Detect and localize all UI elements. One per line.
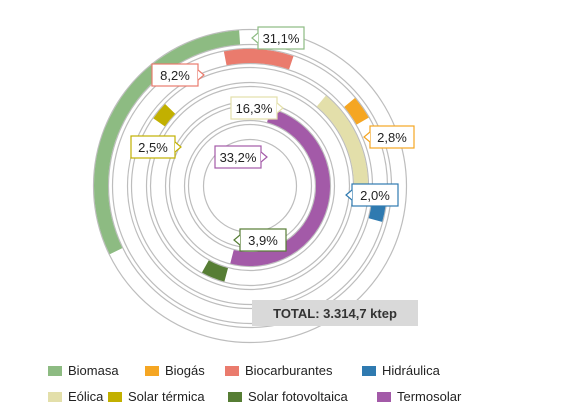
legend-label: Hidráulica — [382, 363, 441, 378]
arc-solar-fotovoltaica — [201, 260, 229, 282]
callout-pointer — [197, 69, 205, 81]
callout-value: 16,3% — [236, 101, 273, 116]
arc-termosolar — [230, 108, 330, 266]
callout-pointer — [174, 141, 182, 153]
callout-biogás: 2,8% — [363, 125, 415, 149]
total-label: TOTAL: 3.314,7 ktep — [273, 306, 397, 321]
legend-item-biomasa: Biomasa — [48, 363, 119, 378]
callout-biomasa: 31,1% — [251, 26, 305, 50]
arcs-layer — [94, 30, 386, 282]
callout-solar-térmica: 2,5% — [130, 135, 182, 159]
callout-pointer — [251, 32, 259, 44]
legend-label: Solar térmica — [128, 389, 205, 404]
legend-item-eólica: Eólica — [48, 389, 104, 404]
arc-biomasa — [94, 30, 241, 255]
total-layer: TOTAL: 3.314,7 ktep — [252, 300, 418, 326]
legend-item-solar-fotovoltaica: Solar fotovoltaica — [228, 389, 348, 404]
legend-label: Biocarburantes — [245, 363, 333, 378]
arc-biogás — [344, 97, 369, 125]
callout-value: 33,2% — [220, 150, 257, 165]
callout-pointer — [260, 151, 268, 163]
callouts-layer: 31,1% 8,2% 2,8% 16,3% 2,5% 2,0% 33,2% 3,9% — [130, 26, 415, 252]
legend-label: Biogás — [165, 363, 205, 378]
callout-value: 2,0% — [360, 188, 390, 203]
legend-swatch — [225, 366, 239, 376]
callout-eólica: 16,3% — [230, 96, 284, 120]
callout-biocarburantes: 8,2% — [151, 63, 205, 87]
ring-outline-1-0 — [111, 47, 389, 325]
callout-pointer — [233, 234, 241, 246]
callout-value: 31,1% — [263, 31, 300, 46]
callout-pointer — [363, 131, 371, 143]
callout-hidráulica: 2,0% — [345, 183, 399, 207]
legend-swatch — [228, 392, 242, 402]
legend-item-hidráulica: Hidráulica — [362, 363, 441, 378]
legend-item-biogás: Biogás — [145, 363, 205, 378]
callout-value: 2,5% — [138, 140, 168, 155]
arc-solar-térmica — [153, 104, 176, 127]
legend-layer: Biomasa Biogás Biocarburantes Hidráulica Eól… — [48, 363, 462, 404]
callout-termosolar: 33,2% — [214, 145, 268, 169]
callout-pointer — [276, 102, 284, 114]
legend-item-biocarburantes: Biocarburantes — [225, 363, 333, 378]
callout-value: 3,9% — [248, 233, 278, 248]
legend-swatch — [48, 392, 62, 402]
legend-label: Termosolar — [397, 389, 462, 404]
arc-biocarburantes — [223, 49, 294, 70]
legend-label: Eólica — [68, 389, 104, 404]
ring-outline-3-0 — [149, 85, 351, 287]
legend-label: Biomasa — [68, 363, 119, 378]
legend-swatch — [48, 366, 62, 376]
legend-item-solar-térmica: Solar térmica — [108, 389, 205, 404]
ring-outline-0-0 — [92, 28, 408, 344]
callout-value: 8,2% — [160, 68, 190, 83]
callout-value: 2,8% — [377, 130, 407, 145]
callout-pointer — [345, 189, 353, 201]
legend-swatch — [362, 366, 376, 376]
legend-swatch — [377, 392, 391, 402]
legend-label: Solar fotovoltaica — [248, 389, 348, 404]
total-box — [252, 300, 418, 326]
legend-item-termosolar: Termosolar — [377, 389, 462, 404]
callout-solar-fotovoltaica: 3,9% — [233, 228, 287, 252]
legend-swatch — [145, 366, 159, 376]
legend-swatch — [108, 392, 122, 402]
